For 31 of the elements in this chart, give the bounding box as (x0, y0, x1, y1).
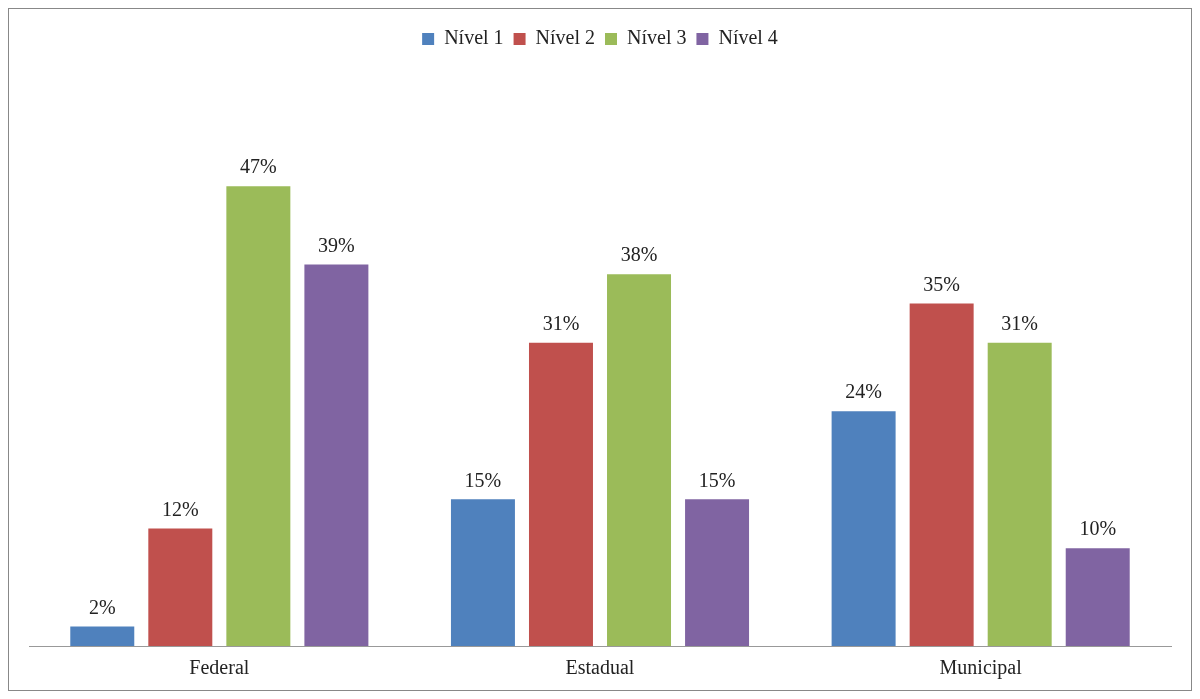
legend-label: Nível 3 (627, 26, 687, 49)
bar (70, 626, 135, 646)
x-tick-label: Federal (189, 656, 250, 679)
bar (528, 342, 593, 646)
data-label: 10% (1079, 517, 1117, 540)
data-label: 39% (318, 233, 355, 256)
x-tick-label: Estadual (565, 656, 635, 679)
legend-label: Nível 2 (535, 26, 595, 49)
bar (1065, 548, 1130, 646)
data-label: 47% (240, 155, 277, 178)
data-label: 24% (845, 380, 882, 403)
bar (909, 303, 974, 646)
data-label: 31% (1001, 311, 1039, 334)
bar (226, 186, 291, 646)
data-label: 2% (88, 595, 116, 618)
legend-label: Nível 1 (444, 26, 504, 49)
bar (148, 528, 213, 646)
bar (450, 499, 515, 646)
bar (607, 274, 672, 646)
x-tick-label: Municipal (939, 656, 1023, 680)
bar (304, 264, 369, 646)
data-label: 35% (923, 272, 960, 295)
bar (831, 411, 896, 646)
data-label: 12% (161, 497, 199, 520)
bar (987, 342, 1052, 646)
data-label: 38% (620, 243, 658, 266)
data-label: 15% (464, 468, 502, 491)
legend-label: Nível 4 (718, 26, 778, 49)
data-label: 15% (698, 468, 736, 491)
bar (685, 499, 750, 646)
data-label: 31% (542, 311, 580, 334)
